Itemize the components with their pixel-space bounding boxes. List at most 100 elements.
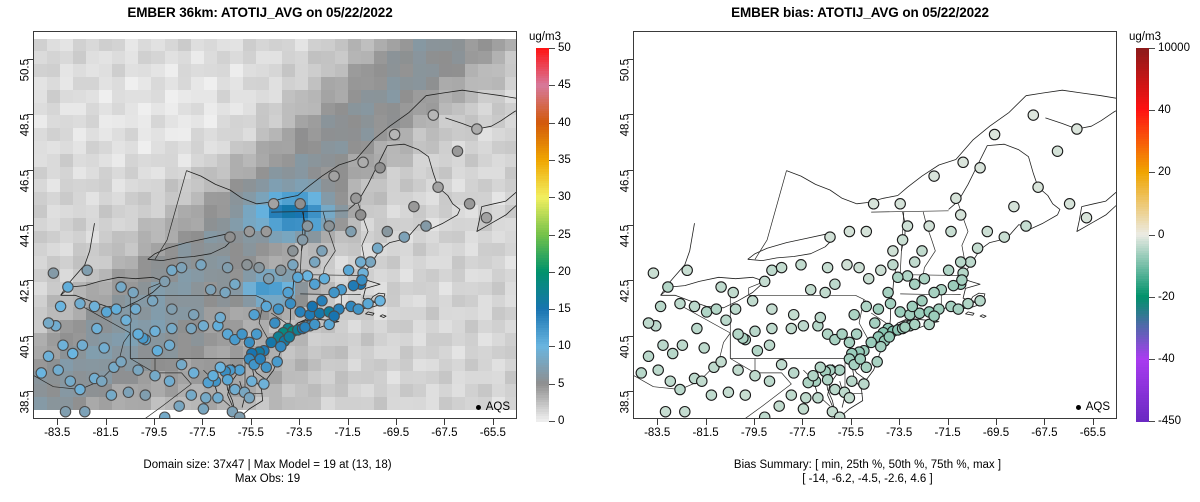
observation-site-marker[interactable] (173, 400, 185, 412)
observation-site-marker[interactable] (233, 411, 246, 419)
observation-site-marker[interactable] (698, 342, 710, 354)
observation-site-marker[interactable] (96, 375, 108, 387)
observation-site-marker[interactable] (807, 369, 819, 382)
observation-site-marker[interactable] (775, 358, 788, 371)
observation-site-marker[interactable] (928, 310, 940, 322)
observation-site-marker[interactable] (74, 383, 86, 396)
observation-site-marker[interactable] (894, 306, 906, 318)
observation-site-marker[interactable] (887, 245, 899, 257)
observation-site-marker[interactable] (275, 264, 287, 277)
observation-site-marker[interactable] (253, 261, 265, 274)
observation-site-marker[interactable] (64, 375, 77, 387)
observation-site-marker[interactable] (908, 318, 921, 331)
observation-site-marker[interactable] (691, 322, 703, 335)
observation-site-marker[interactable] (928, 170, 940, 182)
observation-site-marker[interactable] (328, 170, 340, 182)
observation-site-marker[interactable] (797, 320, 810, 332)
observation-site-marker[interactable] (260, 225, 273, 238)
observation-site-marker[interactable] (821, 261, 834, 274)
station-marker-layer-bias[interactable] (634, 32, 1116, 418)
observation-site-marker[interactable] (833, 411, 846, 419)
observation-site-marker[interactable] (800, 392, 812, 404)
observation-site-marker[interactable] (306, 300, 319, 313)
observation-site-marker[interactable] (221, 261, 234, 274)
observation-site-marker[interactable] (149, 369, 161, 382)
observation-site-marker[interactable] (883, 331, 896, 343)
observation-site-marker[interactable] (284, 297, 297, 310)
observation-site-marker[interactable] (758, 275, 771, 288)
observation-site-marker[interactable] (345, 225, 357, 238)
observation-site-marker[interactable] (219, 286, 231, 299)
observation-site-marker[interactable] (129, 303, 142, 315)
observation-site-marker[interactable] (751, 344, 764, 357)
observation-site-marker[interactable] (843, 225, 856, 238)
observation-site-marker[interactable] (427, 109, 440, 121)
observation-site-marker[interactable] (347, 279, 360, 292)
observation-site-marker[interactable] (916, 295, 928, 307)
observation-site-marker[interactable] (120, 314, 132, 326)
observation-site-marker[interactable] (988, 128, 1001, 141)
observation-site-marker[interactable] (357, 156, 369, 169)
observation-site-marker[interactable] (204, 283, 217, 296)
observation-site-marker[interactable] (195, 259, 207, 271)
observation-site-marker[interactable] (906, 300, 919, 313)
observation-site-marker[interactable] (971, 242, 984, 254)
observation-site-marker[interactable] (207, 369, 219, 382)
observation-site-marker[interactable] (318, 272, 331, 285)
observation-site-marker[interactable] (54, 300, 67, 313)
observation-site-marker[interactable] (654, 300, 667, 313)
observation-site-marker[interactable] (884, 297, 897, 310)
observation-site-marker[interactable] (342, 264, 355, 277)
observation-site-marker[interactable] (957, 156, 969, 169)
observation-site-marker[interactable] (746, 295, 759, 307)
observation-site-marker[interactable] (81, 264, 93, 277)
observation-site-marker[interactable] (260, 300, 273, 313)
observation-site-marker[interactable] (166, 322, 178, 335)
observation-site-marker[interactable] (91, 322, 103, 335)
observation-site-marker[interactable] (795, 259, 807, 271)
observation-site-marker[interactable] (308, 278, 321, 290)
observation-site-marker[interactable] (272, 303, 285, 315)
observation-site-marker[interactable] (115, 356, 127, 368)
observation-site-marker[interactable] (860, 300, 873, 313)
observation-site-marker[interactable] (819, 286, 831, 299)
observation-site-marker[interactable] (381, 225, 394, 238)
observation-site-marker[interactable] (950, 192, 962, 205)
observation-site-marker[interactable] (352, 303, 365, 315)
observation-site-marker[interactable] (899, 321, 911, 333)
observation-site-marker[interactable] (149, 325, 161, 338)
observation-site-marker[interactable] (956, 274, 968, 286)
observation-site-marker[interactable] (287, 245, 299, 257)
observation-site-marker[interactable] (901, 270, 914, 282)
observation-site-marker[interactable] (739, 389, 752, 401)
observation-site-marker[interactable] (804, 283, 817, 296)
observation-site-marker[interactable] (328, 286, 340, 299)
observation-site-marker[interactable] (829, 278, 841, 290)
observation-site-marker[interactable] (846, 375, 858, 387)
observation-site-marker[interactable] (664, 375, 677, 387)
observation-site-marker[interactable] (66, 347, 79, 360)
observation-site-marker[interactable] (652, 364, 664, 376)
observation-site-marker[interactable] (229, 278, 241, 290)
observation-site-marker[interactable] (727, 286, 739, 299)
observation-site-marker[interactable] (901, 220, 914, 232)
observation-site-marker[interactable] (308, 256, 321, 268)
observation-site-marker[interactable] (681, 264, 693, 277)
observation-site-marker[interactable] (100, 306, 113, 318)
observation-site-marker[interactable] (928, 286, 940, 299)
observation-site-marker[interactable] (214, 311, 227, 324)
station-marker-layer-model[interactable] (34, 32, 516, 418)
observation-site-marker[interactable] (294, 306, 306, 318)
observation-site-marker[interactable] (981, 225, 994, 238)
observation-site-marker[interactable] (250, 328, 263, 340)
observation-site-marker[interactable] (42, 317, 55, 329)
observation-site-marker[interactable] (1027, 109, 1040, 121)
observation-site-marker[interactable] (1008, 200, 1020, 213)
observation-site-marker[interactable] (964, 256, 977, 268)
observation-site-marker[interactable] (945, 225, 957, 238)
observation-site-marker[interactable] (79, 405, 91, 418)
observation-site-marker[interactable] (896, 234, 909, 246)
observation-site-marker[interactable] (185, 389, 198, 401)
observation-site-marker[interactable] (354, 256, 367, 268)
observation-site-marker[interactable] (260, 361, 273, 374)
